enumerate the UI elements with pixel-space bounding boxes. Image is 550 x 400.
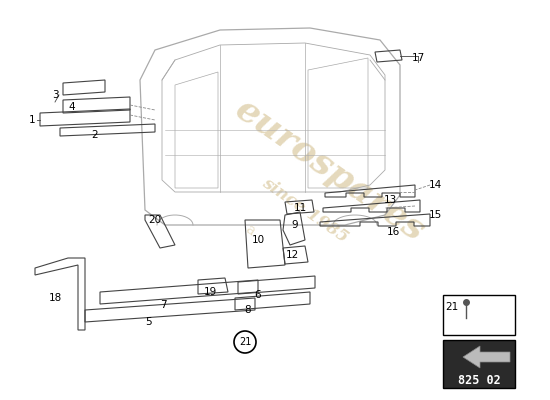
Text: 20: 20 [148, 215, 162, 225]
Text: 11: 11 [293, 203, 307, 213]
Text: 7: 7 [160, 300, 166, 310]
Bar [443, 340, 515, 388]
Text: 8: 8 [245, 305, 251, 315]
Text: 2: 2 [92, 130, 98, 140]
Text: 6: 6 [255, 290, 261, 300]
Text: 16: 16 [386, 227, 400, 237]
Text: 9: 9 [292, 220, 298, 230]
Text: 10: 10 [251, 235, 265, 245]
Text: 15: 15 [428, 210, 442, 220]
Text: eurospares: eurospares [229, 92, 431, 248]
Bar [443, 295, 515, 335]
Text: 14: 14 [428, 180, 442, 190]
Text: 21: 21 [239, 337, 251, 347]
Polygon shape [463, 346, 510, 368]
Text: 19: 19 [204, 287, 217, 297]
Text: 4: 4 [69, 102, 75, 112]
Text: 13: 13 [383, 195, 397, 205]
Text: 21: 21 [446, 302, 459, 312]
Text: 3: 3 [52, 90, 58, 100]
Text: 17: 17 [411, 53, 425, 63]
Text: a: a [243, 222, 257, 238]
Text: 18: 18 [48, 293, 62, 303]
Text: 5: 5 [145, 317, 151, 327]
Text: 825 02: 825 02 [458, 374, 500, 388]
Text: 12: 12 [285, 250, 299, 260]
Text: 1: 1 [29, 115, 35, 125]
Text: since 1985: since 1985 [259, 174, 351, 246]
